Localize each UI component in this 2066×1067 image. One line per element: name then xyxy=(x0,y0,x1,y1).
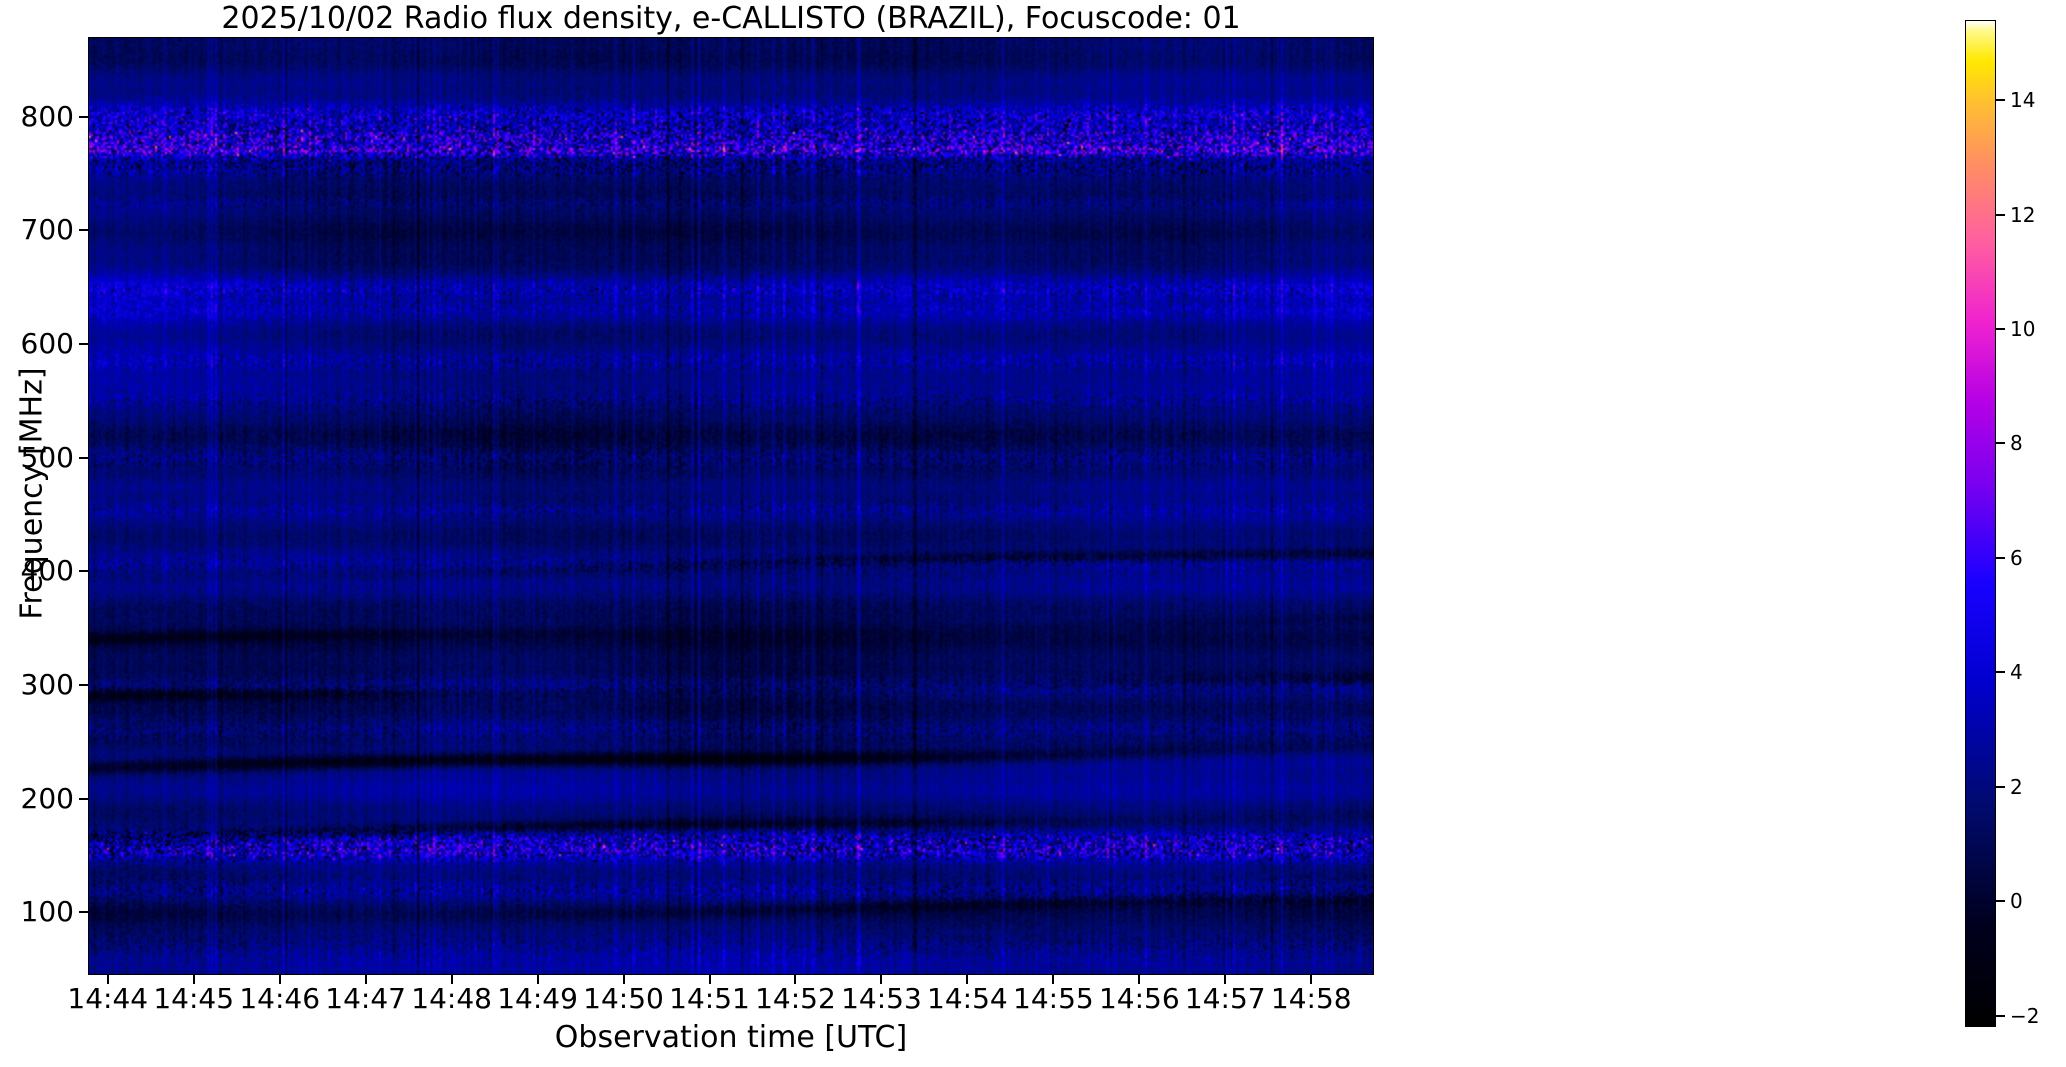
y-axis-tick-label: 200 xyxy=(20,781,74,815)
x-axis-tick-label: 14:58 xyxy=(1270,982,1352,1015)
colorbar-tick xyxy=(1996,213,2005,216)
x-axis-tick xyxy=(794,975,797,984)
x-axis-tick xyxy=(364,975,367,984)
x-axis-tick-label: 14:48 xyxy=(411,982,492,1015)
colorbar-tick xyxy=(1996,99,2005,102)
x-axis-tick-label: 14:52 xyxy=(755,982,836,1015)
spectrogram-axes[interactable] xyxy=(88,37,1374,975)
spectrogram-image xyxy=(89,38,1373,974)
x-axis-tick xyxy=(536,975,539,984)
x-axis-tick xyxy=(708,975,711,984)
x-axis-tick-label: 14:50 xyxy=(583,982,664,1015)
x-axis-tick xyxy=(450,975,453,984)
chart-title: 2025/10/02 Radio flux density, e-CALLIST… xyxy=(221,1,1241,36)
y-axis-tick-label: 100 xyxy=(20,895,74,929)
colorbar xyxy=(1965,20,1996,1027)
x-axis-tick-label: 14:51 xyxy=(669,982,750,1015)
colorbar-tick xyxy=(1996,900,2005,903)
y-axis-tick xyxy=(79,570,88,573)
x-axis-tick-label: 14:47 xyxy=(325,982,407,1015)
y-axis-tick-label: 500 xyxy=(20,440,74,474)
y-axis-tick xyxy=(79,456,88,459)
x-axis-tick-label: 14:46 xyxy=(239,982,321,1015)
x-axis-tick-label: 14:56 xyxy=(1098,982,1180,1015)
colorbar-tick xyxy=(1996,442,2005,445)
y-axis-tick xyxy=(79,911,88,914)
colorbar-tick xyxy=(1996,1014,2005,1017)
y-axis: Frequency [MHz] 800 700 600 500 400 300 200 100 xyxy=(0,0,88,1067)
colorbar-tick-label: 12 xyxy=(2010,202,2036,227)
colorbar-tick-label: 6 xyxy=(2010,545,2023,570)
x-axis-title: Observation time [UTC] xyxy=(554,1020,908,1055)
colorbar-gradient xyxy=(1966,21,1995,1026)
y-axis-tick xyxy=(79,797,88,800)
y-axis-tick xyxy=(79,229,88,232)
x-axis-tick-label: 14:54 xyxy=(927,982,1008,1015)
colorbar-tick-label: 14 xyxy=(2010,88,2036,113)
x-axis-tick xyxy=(1310,975,1313,984)
y-axis-tick xyxy=(79,115,88,118)
x-axis-tick xyxy=(880,975,883,984)
y-axis-tick xyxy=(79,342,88,345)
x-axis-tick xyxy=(278,975,281,984)
y-axis-tick-label: 700 xyxy=(20,213,74,247)
colorbar-tick-label: 4 xyxy=(2010,660,2023,685)
colorbar-tick-label: −2 xyxy=(2010,1003,2040,1028)
x-axis-tick xyxy=(1224,975,1227,984)
x-axis-tick-label: 14:55 xyxy=(1013,982,1094,1015)
colorbar-tick-label: 2 xyxy=(2010,774,2023,799)
y-axis-tick-label: 400 xyxy=(20,554,74,588)
colorbar-tick-label: 0 xyxy=(2010,889,2023,914)
colorbar-tick xyxy=(1996,327,2005,330)
x-axis-tick xyxy=(1052,975,1055,984)
x-axis-tick xyxy=(966,975,969,984)
y-axis-tick-label: 600 xyxy=(20,326,74,360)
x-axis-tick xyxy=(622,975,625,984)
y-axis-tick-label: 300 xyxy=(20,668,74,702)
x-axis-tick-label: 14:57 xyxy=(1184,982,1266,1015)
x-axis-tick xyxy=(192,975,195,984)
colorbar-tick xyxy=(1996,671,2005,674)
colorbar-tick-label: 8 xyxy=(2010,431,2023,456)
x-axis-tick-label: 14:53 xyxy=(841,982,922,1015)
x-axis-tick xyxy=(1138,975,1141,984)
x-axis-tick-label: 14:49 xyxy=(497,982,578,1015)
y-axis-tick xyxy=(79,684,88,687)
colorbar-tick-label: 10 xyxy=(2010,316,2036,341)
y-axis-tick-label: 800 xyxy=(20,99,74,133)
colorbar-tick xyxy=(1996,785,2005,788)
colorbar-tick xyxy=(1996,556,2005,559)
x-axis-tick-label: 14:45 xyxy=(153,982,235,1015)
